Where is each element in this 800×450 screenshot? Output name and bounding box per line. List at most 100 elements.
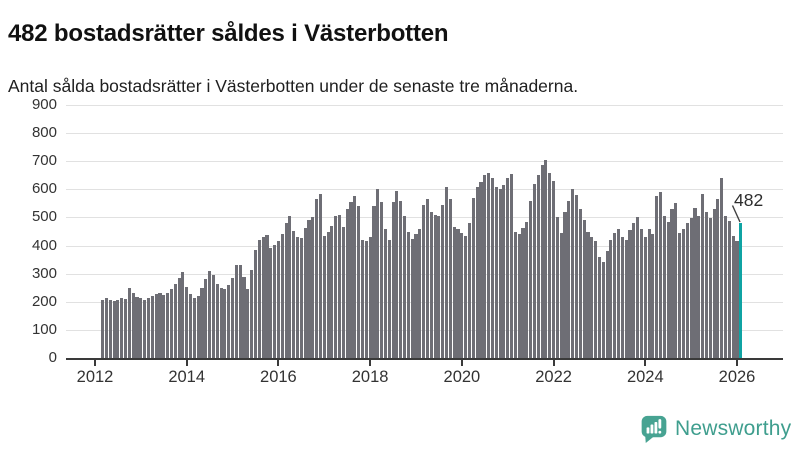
bar <box>101 300 105 358</box>
bar <box>150 296 154 358</box>
x-axis-tick <box>369 360 372 366</box>
bar <box>284 223 288 358</box>
bar <box>555 217 559 358</box>
bar <box>540 165 544 358</box>
bar <box>410 238 414 358</box>
bar <box>295 237 300 358</box>
bar <box>135 296 139 358</box>
bar <box>357 206 361 358</box>
bar <box>173 283 177 358</box>
bar <box>582 220 586 358</box>
bar <box>391 202 395 358</box>
y-axis-label: 500 <box>31 208 57 226</box>
bar <box>502 185 506 358</box>
bar <box>517 234 521 358</box>
bar <box>372 206 376 358</box>
bar <box>315 199 319 358</box>
bar <box>693 208 697 358</box>
bar <box>108 299 112 358</box>
bar <box>127 287 131 358</box>
bar <box>303 228 307 358</box>
x-axis-label: 2016 <box>260 368 297 386</box>
latest-value-label: 482 <box>734 190 764 210</box>
bar <box>307 219 311 358</box>
bar <box>624 239 628 358</box>
bar <box>552 180 556 358</box>
bar <box>192 297 196 358</box>
bar <box>548 172 552 358</box>
bar <box>655 196 659 358</box>
bar <box>273 245 277 358</box>
bar <box>659 192 663 358</box>
bar <box>143 299 147 358</box>
bar <box>731 235 735 358</box>
bar <box>636 217 640 358</box>
bar <box>162 294 166 358</box>
bar <box>483 175 487 358</box>
bar <box>720 178 724 358</box>
bar <box>261 236 265 358</box>
bar <box>299 238 303 358</box>
bar <box>460 232 464 358</box>
highlighted-bar <box>739 222 743 358</box>
bar <box>326 231 330 358</box>
bar <box>376 189 380 358</box>
bar <box>208 271 212 358</box>
y-axis-label: 200 <box>31 292 57 310</box>
bar <box>406 231 410 358</box>
bar <box>735 240 739 358</box>
bar <box>166 292 170 358</box>
bar <box>529 200 533 358</box>
bar <box>234 265 238 358</box>
bar <box>467 223 472 358</box>
bar <box>250 270 254 358</box>
bar <box>678 232 682 358</box>
bar <box>643 237 647 358</box>
bar <box>341 227 345 358</box>
x-axis-tick <box>277 360 280 366</box>
bar <box>651 234 655 358</box>
bar <box>479 182 483 358</box>
bar <box>662 216 666 358</box>
newsworthy-logo-icon <box>641 415 667 443</box>
bar <box>120 297 124 358</box>
bar <box>253 249 258 358</box>
bar <box>246 288 250 358</box>
bar <box>670 209 674 358</box>
gridline-y-700 <box>66 161 783 163</box>
bar <box>452 227 456 358</box>
bar <box>227 284 231 358</box>
bar <box>368 237 372 358</box>
bar <box>594 241 598 358</box>
bar <box>177 278 181 358</box>
bar <box>685 223 689 358</box>
bar <box>666 221 670 358</box>
bar <box>360 239 365 358</box>
bar <box>521 228 525 358</box>
bar <box>597 256 601 358</box>
bar <box>681 228 686 358</box>
y-axis-label: 600 <box>31 180 57 198</box>
bar <box>574 195 579 358</box>
x-axis-label: 2012 <box>76 368 114 386</box>
bar <box>490 178 494 358</box>
y-axis-label: 400 <box>31 236 57 254</box>
bar <box>345 209 349 358</box>
bar <box>104 298 108 358</box>
bar <box>196 295 200 358</box>
bar <box>639 228 643 358</box>
x-axis-label: 2026 <box>718 368 756 386</box>
bar <box>697 216 701 358</box>
bar <box>647 228 651 358</box>
x-axis-line <box>66 358 783 360</box>
y-axis-label: 900 <box>31 96 57 113</box>
x-axis-tick <box>94 360 96 366</box>
bar <box>238 264 242 358</box>
bar <box>616 228 621 358</box>
bar <box>712 209 716 358</box>
x-axis-label: 2014 <box>168 368 206 386</box>
bar <box>185 287 189 358</box>
bar <box>708 218 712 358</box>
x-axis-label: 2020 <box>443 368 481 386</box>
bar <box>112 301 116 358</box>
